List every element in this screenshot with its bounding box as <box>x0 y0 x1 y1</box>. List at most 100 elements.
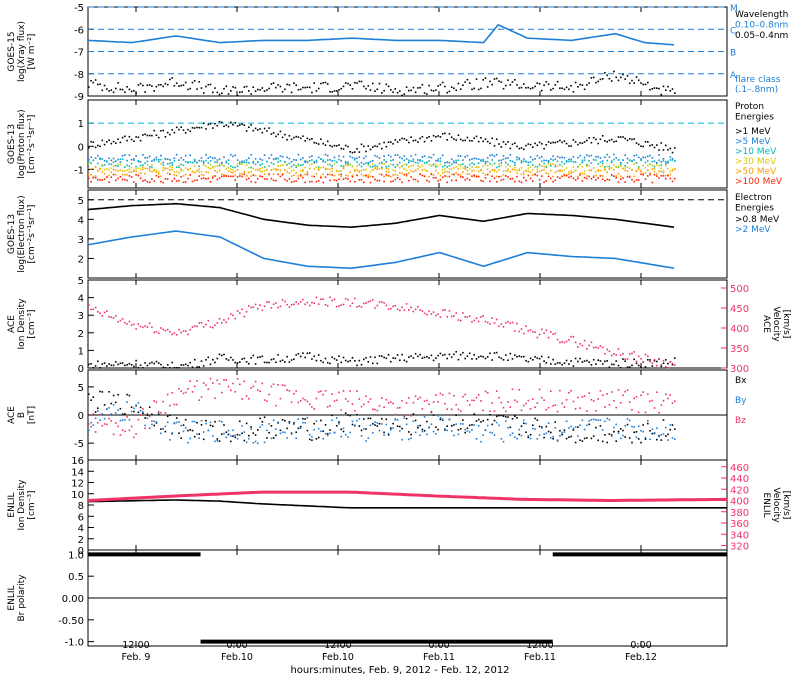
series-point-goes13p <box>363 145 365 148</box>
series-point-goes13p <box>435 159 437 162</box>
series-point-ace_density <box>385 304 388 307</box>
series-point-goes13p <box>667 174 669 177</box>
series-point-goes13p <box>302 163 304 166</box>
series-point-goes13p <box>171 180 173 182</box>
series-point-goes13p <box>313 168 315 170</box>
series-point-ace_density <box>459 353 462 356</box>
series-point-ace_density <box>624 358 626 360</box>
series-point-goes13p <box>554 141 557 144</box>
series-point-ace_b <box>628 437 631 439</box>
series-point-goes15 <box>184 81 187 84</box>
series-point-ace_density <box>245 310 248 313</box>
series-point-goes13p <box>252 129 255 132</box>
series-point-goes15 <box>387 85 390 88</box>
series-point-goes13p <box>133 159 135 161</box>
series-point-goes15 <box>637 79 640 81</box>
series-point-goes13p <box>390 175 392 178</box>
series-point-ace_b <box>115 401 117 404</box>
series-point-goes13p <box>356 165 358 167</box>
series-point-ace_density <box>173 367 176 369</box>
series-point-goes13p <box>669 156 672 158</box>
series-point-ace_b <box>293 423 295 425</box>
series-point-goes13p <box>299 174 302 176</box>
series-point-ace_b <box>187 388 189 390</box>
series-point-goes13p <box>241 173 243 175</box>
series-point-goes13p <box>426 137 428 139</box>
series-point-goes13p <box>495 138 498 140</box>
series-point-goes13p <box>121 178 124 181</box>
series-point-ace_density <box>175 367 178 369</box>
series-point-goes13p <box>660 170 663 173</box>
y-axis-label-goes13p: [cm⁻²s⁻¹sr⁻¹] <box>27 115 37 174</box>
series-point-ace_density <box>426 314 428 316</box>
series-point-ace_b <box>642 391 644 393</box>
series-point-goes13p <box>272 158 275 160</box>
series-point-ace_b <box>489 431 491 434</box>
series-point-goes13p <box>608 179 611 181</box>
series-point-goes13p <box>284 178 286 181</box>
series-point-ace_density <box>356 306 358 308</box>
series-point-ace_b <box>568 392 570 394</box>
series-point-ace_density <box>644 366 647 368</box>
series-point-goes13p <box>160 180 162 183</box>
series-point-goes15 <box>133 89 135 92</box>
series-point-goes13p <box>367 162 370 164</box>
series-point-goes13p <box>631 138 633 141</box>
series-point-ace_density <box>457 358 460 361</box>
series-point-goes15 <box>647 81 649 84</box>
series-point-goes13p <box>272 173 275 175</box>
series-point-ace_density <box>351 302 354 304</box>
series-point-goes13p <box>561 165 563 167</box>
series-point-goes13p <box>423 140 426 143</box>
series-point-ace_density <box>286 303 288 306</box>
series-point-goes15 <box>266 89 268 91</box>
series-point-goes13p <box>435 177 437 179</box>
series-point-ace_density <box>270 307 273 309</box>
legend-entry-goes13p: >50 MeV <box>735 167 777 177</box>
series-point-goes13p <box>182 129 185 131</box>
series-point-goes13p <box>635 162 638 164</box>
series-point-ace_b <box>552 437 554 440</box>
y-axis-label-goes15: [W m⁻²] <box>27 34 37 70</box>
series-point-ace_density <box>597 359 599 361</box>
series-point-ace_b <box>520 425 523 427</box>
legend-entry-goes13p: >30 MeV <box>735 157 777 167</box>
series-point-goes13p <box>505 161 507 164</box>
series-point-goes15 <box>662 85 665 88</box>
series-point-goes13p <box>313 161 315 164</box>
series-point-ace_b <box>259 417 261 420</box>
series-point-goes13p <box>349 171 351 173</box>
series-point-goes13p <box>322 160 324 163</box>
series-point-goes13p <box>471 170 473 172</box>
series-point-goes15 <box>245 85 248 88</box>
series-point-ace_density <box>157 332 160 335</box>
series-point-ace_density <box>378 301 381 303</box>
series-point-goes13p <box>239 124 241 126</box>
series-point-ace_density <box>439 316 442 318</box>
series-point-goes13p <box>437 165 439 167</box>
series-point-goes13p <box>509 165 512 168</box>
series-point-goes13p <box>250 124 252 126</box>
series-point-goes13p <box>297 163 300 166</box>
series-point-goes13p <box>245 161 248 164</box>
series-point-goes13p <box>108 157 110 160</box>
series-point-ace_density <box>482 356 484 358</box>
series-point-goes13p <box>257 129 259 131</box>
series-point-ace_density <box>536 357 539 359</box>
series-point-ace_b <box>437 428 439 431</box>
series-point-goes13p <box>674 160 676 162</box>
series-point-ace_b <box>423 416 426 418</box>
series-point-goes13p <box>417 159 419 161</box>
series-point-goes13p <box>198 165 200 168</box>
series-point-goes15 <box>572 91 575 93</box>
series-point-ace_b <box>493 410 496 413</box>
series-point-ace_density <box>563 362 566 364</box>
series-point-ace_b <box>306 429 309 432</box>
series-point-goes15 <box>358 80 361 83</box>
series-point-goes13p <box>374 166 376 168</box>
series-point-goes13p <box>259 170 261 172</box>
series-point-goes13p <box>484 164 487 166</box>
series-point-goes13p <box>619 161 622 164</box>
series-point-goes13p <box>340 159 342 162</box>
series-point-goes13p <box>248 171 250 174</box>
